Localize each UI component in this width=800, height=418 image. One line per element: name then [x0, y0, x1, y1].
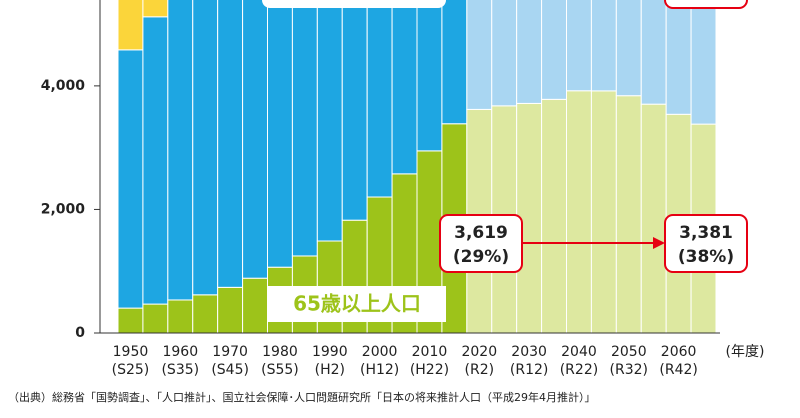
- bar-segment: [590, 0, 617, 92]
- bar-segment: [541, 0, 567, 100]
- bar-segment: [117, 307, 144, 333]
- x-tick-label: 1990: [312, 344, 348, 360]
- x-sub-label: (S55): [261, 362, 299, 378]
- y-tick-label: 0: [75, 325, 85, 341]
- bar-segment: [416, 0, 443, 152]
- top-callout-box: [664, 0, 748, 9]
- bar-segment: [566, 90, 592, 333]
- series-label: 65歳以上人口: [293, 292, 421, 316]
- x-sub-label: (R2): [465, 362, 495, 378]
- x-tick-label: 2050: [611, 344, 647, 360]
- x-tick-label: 2040: [561, 344, 597, 360]
- x-sub-label: (H2): [315, 362, 345, 378]
- x-sub-label: (R12): [510, 362, 548, 378]
- x-tick-label: 2060: [661, 344, 697, 360]
- bar-segment: [615, 95, 642, 333]
- callout-share: (38%): [678, 247, 734, 267]
- bar-segment: [217, 286, 244, 333]
- bar-segment: [117, 0, 144, 51]
- bar-segment: [192, 294, 219, 333]
- bar-segment: [366, 0, 393, 198]
- x-unit: (年度): [726, 344, 765, 360]
- bar-segment: [566, 0, 592, 92]
- bar-segment: [291, 0, 318, 257]
- y-tick-label: 2,000: [41, 201, 86, 217]
- arrow-head: [653, 237, 665, 249]
- bar-segment: [142, 303, 169, 333]
- x-sub-label: (R32): [610, 362, 648, 378]
- bar-segment: [341, 0, 368, 221]
- x-sub-label: (H12): [360, 362, 399, 378]
- bar-segment: [167, 299, 194, 333]
- bar-segment: [516, 0, 543, 104]
- bar-segment: [167, 0, 194, 301]
- x-tick-label: 2020: [461, 344, 497, 360]
- bar-segment: [491, 0, 518, 107]
- bar-segment: [267, 0, 293, 268]
- bar-segment: [615, 0, 642, 97]
- top-label-box: [262, 0, 446, 8]
- source: （出典）総務省「国勢調査」、「人口推計」、国立社会保障･人口問題研究所「日本の将…: [8, 390, 596, 404]
- bar-segment: [217, 0, 244, 288]
- bar-segment: [391, 0, 418, 175]
- x-sub-label: (S35): [161, 362, 199, 378]
- bars: [117, 0, 717, 333]
- callout-value: 3,381: [679, 223, 733, 243]
- bar-segment: [192, 0, 219, 296]
- bar-segment: [640, 0, 667, 105]
- y-tick-label: 4,000: [41, 78, 86, 94]
- x-tick-label: 1960: [162, 344, 198, 360]
- x-sub-label: (H22): [410, 362, 449, 378]
- bar-segment: [690, 0, 717, 125]
- bar-segment: [590, 90, 617, 333]
- x-sub-label: (R42): [659, 362, 697, 378]
- x-tick-label: 1950: [113, 344, 149, 360]
- bar-segment: [665, 0, 692, 115]
- bar-segment: [242, 0, 268, 279]
- series-label-box: [268, 286, 446, 322]
- bar-segment: [541, 98, 567, 333]
- bar-segment: [466, 0, 493, 110]
- bar-segment: [441, 0, 468, 125]
- x-sub-label: (R22): [560, 362, 598, 378]
- x-sub-label: (S25): [112, 362, 150, 378]
- x-tick-label: 2030: [511, 344, 547, 360]
- bar-segment: [142, 16, 169, 305]
- bar-segment: [117, 49, 144, 309]
- callout-share: (29%): [453, 247, 509, 267]
- bar-segment: [142, 0, 169, 18]
- x-tick-label: 2000: [362, 344, 398, 360]
- bar-segment: [640, 103, 667, 333]
- x-tick-label: 2010: [412, 344, 448, 360]
- x-tick-label: 1980: [262, 344, 298, 360]
- callout-box: [664, 214, 748, 273]
- callout-value: 3,619: [454, 223, 508, 243]
- bar-segment: [316, 0, 343, 242]
- x-tick-label: 1970: [212, 344, 248, 360]
- x-sub-label: (S45): [211, 362, 249, 378]
- bar-segment: [242, 277, 268, 333]
